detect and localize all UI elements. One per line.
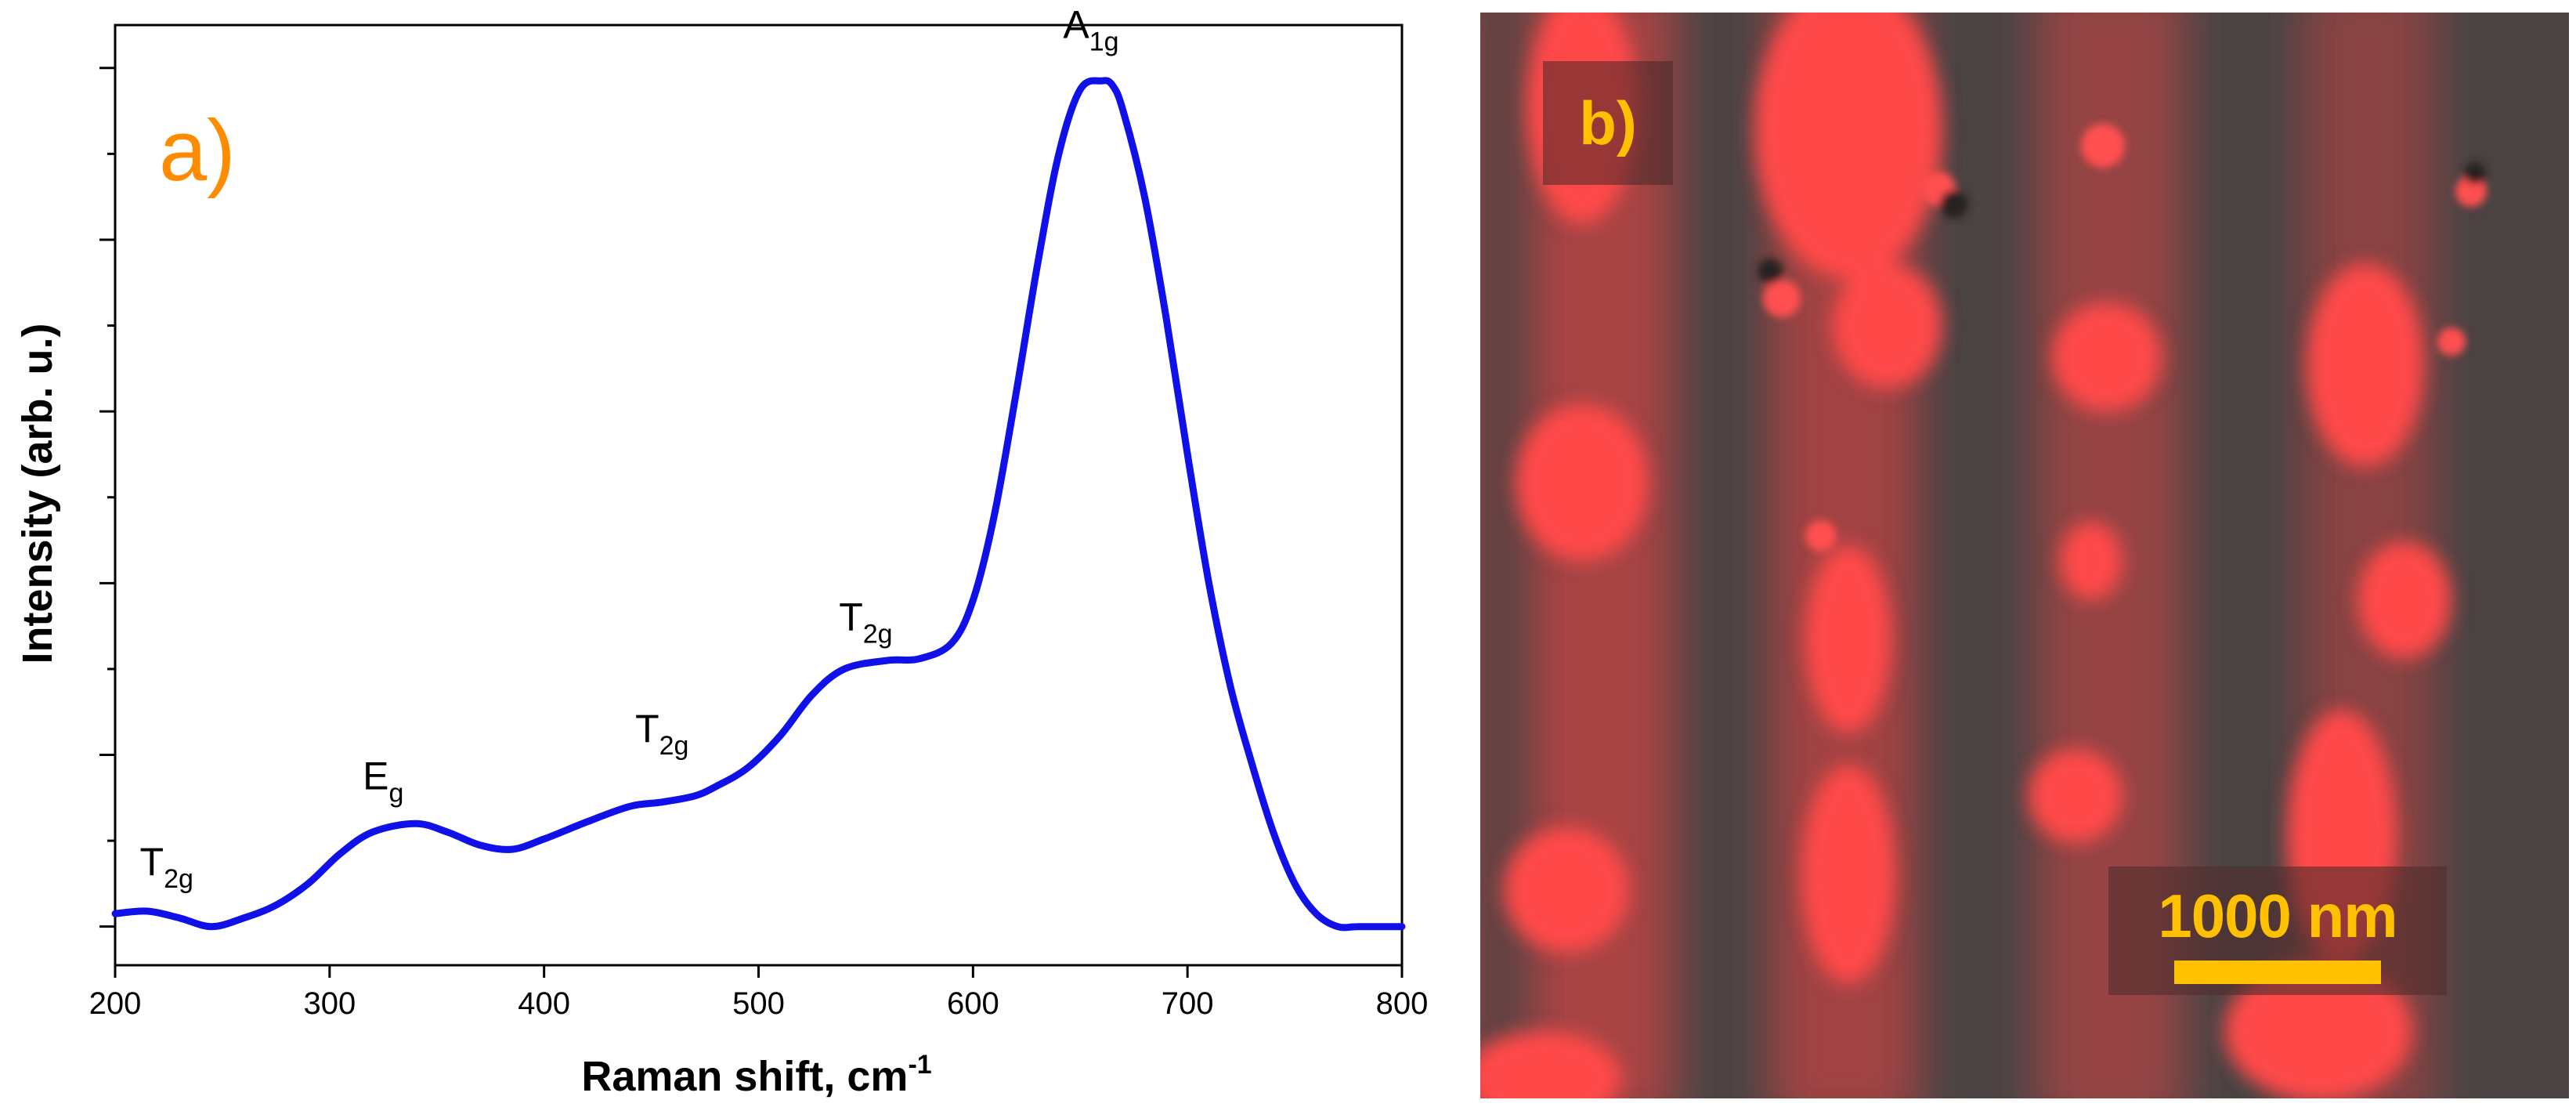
x-tick-label-300: 300 — [303, 986, 356, 1021]
peak-label-3: T2g — [839, 595, 892, 649]
x-axis-title: Raman shift, cm-1 — [581, 1050, 931, 1100]
x-tick-label-200: 200 — [89, 986, 142, 1021]
x-tick-label-600: 600 — [947, 986, 999, 1021]
x-tick-label-400: 400 — [518, 986, 570, 1021]
raman-chart-panel: 200 300 400 500 600 700 800 T2g Eg T2g T2g A1g a) … — [14, 2, 1429, 1100]
panel-label-b: b) — [1543, 61, 1673, 185]
peak-label-1: Eg — [363, 754, 403, 808]
micrograph-panel: b) 1000 nm — [1480, 13, 2569, 1098]
scale-bar-label: 1000 nm — [2158, 881, 2397, 950]
peak-label-4: A1g — [1063, 2, 1118, 56]
x-tick-label-800: 800 — [1376, 986, 1429, 1021]
scale-bar-line — [2174, 961, 2381, 984]
peak-label-0: T2g — [140, 840, 193, 894]
x-axis-title-superscript: -1 — [908, 1050, 931, 1080]
x-tick-label-700: 700 — [1162, 986, 1214, 1021]
x-tick-label-500: 500 — [732, 986, 785, 1021]
panel-label-a: a) — [159, 103, 236, 199]
peak-label-2: T2g — [635, 707, 688, 761]
scale-bar: 1000 nm — [2108, 867, 2447, 995]
spectrum-line — [111, 77, 1406, 932]
y-axis-title: Intensity (arb. u.) — [14, 323, 61, 664]
plot-frame — [114, 24, 1404, 967]
